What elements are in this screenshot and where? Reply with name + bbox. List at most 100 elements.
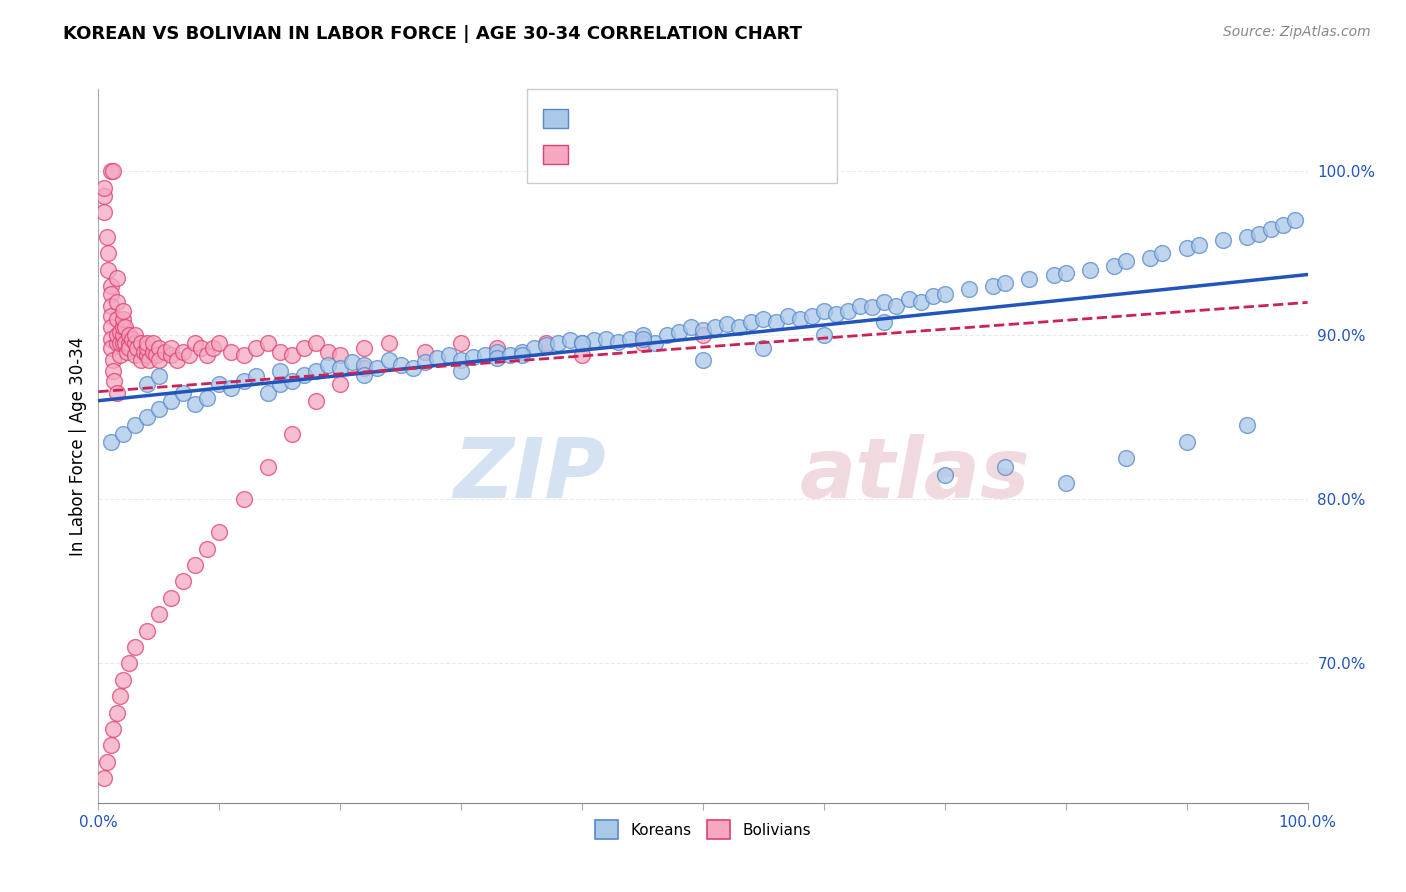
Point xyxy=(450,336,472,351)
Point xyxy=(135,377,157,392)
Point xyxy=(148,342,170,356)
Point xyxy=(93,205,115,219)
Point xyxy=(607,334,630,349)
Point xyxy=(118,328,141,343)
Point xyxy=(184,558,207,572)
Point xyxy=(837,303,859,318)
Point xyxy=(103,374,125,388)
Point xyxy=(100,342,122,356)
Text: 0.018: 0.018 xyxy=(628,145,686,163)
Point xyxy=(437,348,460,362)
Point xyxy=(108,689,131,703)
Point xyxy=(105,385,128,400)
Point xyxy=(644,336,666,351)
Point xyxy=(957,282,980,296)
Point xyxy=(129,352,152,367)
Point xyxy=(114,336,136,351)
Point xyxy=(1115,254,1137,268)
Point xyxy=(1260,221,1282,235)
Point xyxy=(160,591,183,605)
Point xyxy=(765,315,787,329)
Point xyxy=(704,320,727,334)
Point xyxy=(208,336,231,351)
Point xyxy=(426,351,449,366)
Point xyxy=(1042,268,1064,282)
Point xyxy=(860,301,883,315)
Point xyxy=(571,348,593,362)
Point xyxy=(93,771,115,785)
Point xyxy=(256,336,278,351)
Point xyxy=(111,336,134,351)
Point xyxy=(281,374,304,388)
Point xyxy=(118,342,141,356)
Point xyxy=(450,352,472,367)
Point xyxy=(994,459,1017,474)
Point xyxy=(631,328,654,343)
Point xyxy=(138,352,160,367)
Point xyxy=(111,328,134,343)
Point xyxy=(668,325,690,339)
Point xyxy=(486,351,509,366)
Point xyxy=(97,246,120,260)
Point xyxy=(486,342,509,356)
Point xyxy=(269,364,291,378)
Point xyxy=(101,164,124,178)
Point xyxy=(679,320,702,334)
Point xyxy=(1284,213,1306,227)
Point xyxy=(190,342,212,356)
Point xyxy=(1152,246,1174,260)
Point xyxy=(474,348,496,362)
Point xyxy=(111,303,134,318)
Point xyxy=(305,364,328,378)
Point xyxy=(269,377,291,392)
Point xyxy=(716,317,738,331)
Point xyxy=(208,377,231,392)
Point xyxy=(994,276,1017,290)
Point xyxy=(413,354,436,368)
Point xyxy=(486,344,509,359)
Point xyxy=(1054,266,1077,280)
Point xyxy=(1188,238,1211,252)
Point xyxy=(101,722,124,736)
Text: atlas: atlas xyxy=(800,434,1031,515)
Point xyxy=(148,352,170,367)
Point xyxy=(1115,451,1137,466)
Point xyxy=(1054,475,1077,490)
Y-axis label: In Labor Force | Age 30-34: In Labor Force | Age 30-34 xyxy=(69,336,87,556)
Point xyxy=(463,350,485,364)
Point xyxy=(100,164,122,178)
Point xyxy=(1249,227,1271,241)
Point xyxy=(813,303,835,318)
Point xyxy=(134,344,156,359)
Point xyxy=(105,336,128,351)
Point xyxy=(232,348,254,362)
Point xyxy=(1175,434,1198,449)
Point xyxy=(281,348,304,362)
Point xyxy=(172,574,194,589)
Point xyxy=(105,295,128,310)
Point xyxy=(121,332,143,346)
Point xyxy=(148,402,170,417)
Point xyxy=(981,279,1004,293)
Point xyxy=(281,426,304,441)
Point xyxy=(934,287,956,301)
Point xyxy=(789,311,811,326)
Point xyxy=(1236,230,1258,244)
Point xyxy=(353,368,375,382)
Point xyxy=(571,336,593,351)
Point xyxy=(595,332,617,346)
Point xyxy=(813,328,835,343)
Point xyxy=(910,295,932,310)
Point xyxy=(208,525,231,540)
Point xyxy=(142,336,165,351)
Text: KOREAN VS BOLIVIAN IN LABOR FORCE | AGE 30-34 CORRELATION CHART: KOREAN VS BOLIVIAN IN LABOR FORCE | AGE … xyxy=(63,25,803,43)
Point xyxy=(353,358,375,372)
Point xyxy=(534,336,557,351)
Point xyxy=(100,320,122,334)
Point xyxy=(692,323,714,337)
Point xyxy=(740,315,762,329)
Point xyxy=(800,309,823,323)
Point xyxy=(305,336,328,351)
Point xyxy=(100,739,122,753)
Point xyxy=(752,342,775,356)
